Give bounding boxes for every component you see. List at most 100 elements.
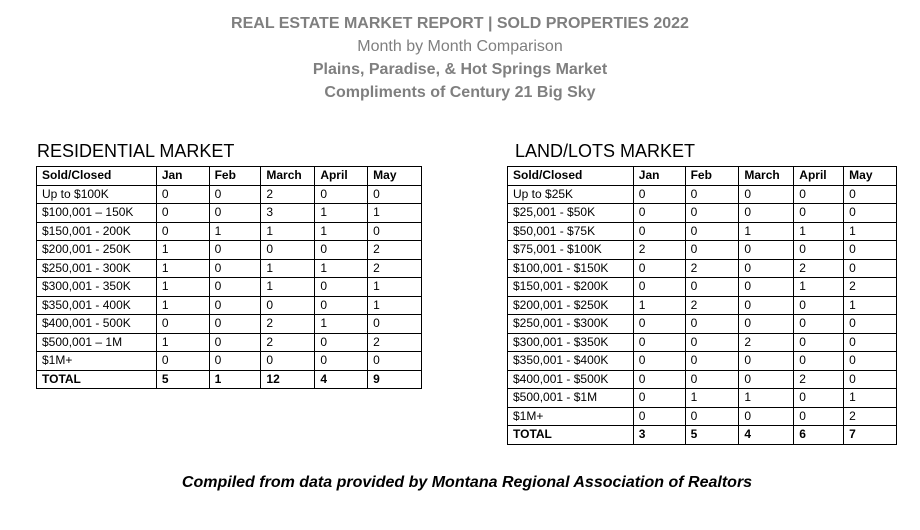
sold-count-cell: 0 [208,295,262,315]
sold-count-cell: 0 [208,314,262,334]
sold-count-cell: 0 [843,314,897,334]
sold-count-cell: 0 [684,314,740,334]
sold-count-cell: 0 [208,277,262,297]
sold-count-cell: 0 [793,351,845,371]
report-subtitle: Month by Month Comparison [357,38,563,55]
sold-count-cell: 0 [314,351,369,371]
sold-count-cell: 1 [793,277,845,297]
sold-count-cell: 3 [632,425,686,445]
price-range-cell: $100,001 - $150K [507,258,634,278]
sold-count-cell: 0 [632,258,686,278]
sold-count-cell: 1 [314,314,369,334]
price-range-cell: $350,001 - $400K [507,351,634,371]
sold-count-cell: 0 [793,184,845,204]
sold-count-cell: 1 [367,203,422,223]
sold-count-cell: 0 [367,314,422,334]
residential-market-title: RESIDENTIAL MARKET [37,141,235,161]
sold-count-cell: 5 [684,425,740,445]
sold-count-cell: 0 [738,184,795,204]
sold-count-cell: 0 [314,277,369,297]
sold-count-cell: 1 [367,277,422,297]
price-range-cell: $400,001 - $500K [507,369,634,389]
sold-count-cell: 1 [684,388,740,408]
sold-count-cell: 1 [260,258,316,278]
sold-count-cell: 2 [260,314,316,334]
sold-count-cell: 0 [632,369,686,389]
sold-count-cell: 0 [155,351,210,371]
sold-count-cell: 0 [738,203,795,223]
sold-count-cell: 7 [843,425,897,445]
total-row: TOTAL 5 1 12 4 9 [36,369,422,389]
sold-count-cell: 0 [155,184,210,204]
sold-count-cell: 0 [793,332,845,352]
column-header: Jan [155,166,210,186]
table-row: $500,001 – 1M 1 0 2 0 2 [36,332,422,352]
sold-count-cell: 2 [684,258,740,278]
sold-count-cell: 0 [260,351,316,371]
price-range-cell: $500,001 - $1M [507,388,634,408]
price-range-cell: $100,001 – 150K [36,203,157,223]
sold-count-cell: 2 [367,332,422,352]
table-row: $300,001 - 350K 1 0 1 0 1 [36,277,422,297]
sold-count-cell: 1 [843,388,897,408]
price-range-cell: $200,001 - $250K [507,295,634,315]
column-header: Feb [684,166,740,186]
sold-count-cell: 0 [843,184,897,204]
sold-count-cell: 1 [260,221,316,241]
table-row: $350,001 - $400K 0 0 0 0 0 [507,351,897,371]
column-header: April [314,166,369,186]
sold-count-cell: 2 [843,406,897,426]
price-range-cell: Up to $100K [36,184,157,204]
land-lots-market-title: LAND/LOTS MARKET [515,141,696,161]
sold-count-cell: 0 [738,258,795,278]
sold-count-cell: 1 [793,221,845,241]
sold-count-cell: 2 [260,184,316,204]
sold-count-cell: 1 [155,258,210,278]
sold-count-cell: 0 [367,184,422,204]
sold-count-cell: 0 [208,351,262,371]
table-row: $250,001 - $300K 0 0 0 0 0 [507,314,897,334]
price-range-cell: $1M+ [507,406,634,426]
column-header: Sold/Closed [36,166,157,186]
sold-count-cell: 2 [367,258,422,278]
sold-count-cell: 0 [155,203,210,223]
sold-count-cell: 0 [632,351,686,371]
price-range-cell: $50,001 - $75K [507,221,634,241]
price-range-cell: $150,001 - $200K [507,277,634,297]
price-range-cell: $300,001 - 350K [36,277,157,297]
sold-count-cell: 2 [843,277,897,297]
sold-count-cell: 0 [155,314,210,334]
price-range-cell: $250,001 - 300K [36,258,157,278]
sold-count-cell: 5 [155,369,210,389]
sold-count-cell: 2 [738,332,795,352]
sold-count-cell: 0 [843,332,897,352]
sold-count-cell: 12 [260,369,316,389]
sold-count-cell: 1 [155,277,210,297]
sold-count-cell: 0 [632,221,686,241]
sold-count-cell: 0 [367,351,422,371]
sold-count-cell: 0 [793,406,845,426]
sold-count-cell: 0 [314,184,369,204]
table-row: $100,001 – 150K 0 0 3 1 1 [36,203,422,223]
sold-count-cell: 0 [208,332,262,352]
sold-count-cell: 0 [632,332,686,352]
sold-count-cell: 4 [738,425,795,445]
sold-count-cell: 0 [793,295,845,315]
column-header: May [843,166,897,186]
sold-count-cell: 0 [843,240,897,260]
sold-count-cell: 0 [793,388,845,408]
sold-count-cell: 1 [738,388,795,408]
market-name: Plains, Paradise, & Hot Springs Market [312,61,608,78]
price-range-cell: TOTAL [36,369,157,389]
price-range-cell: $500,001 – 1M [36,332,157,352]
sold-count-cell: 9 [367,369,422,389]
sold-count-cell: 6 [793,425,845,445]
sold-count-cell: 0 [632,184,686,204]
table-row: $75,001 - $100K 2 0 0 0 0 [507,240,897,260]
sold-count-cell: 0 [314,240,369,260]
sold-count-cell: 0 [208,184,262,204]
price-range-cell: TOTAL [507,425,634,445]
residential-market-table: Sold/Closed Jan Feb March April May Up t… [36,166,422,389]
sold-count-cell: 0 [738,277,795,297]
table-row: $400,001 - 500K 0 0 2 1 0 [36,314,422,334]
